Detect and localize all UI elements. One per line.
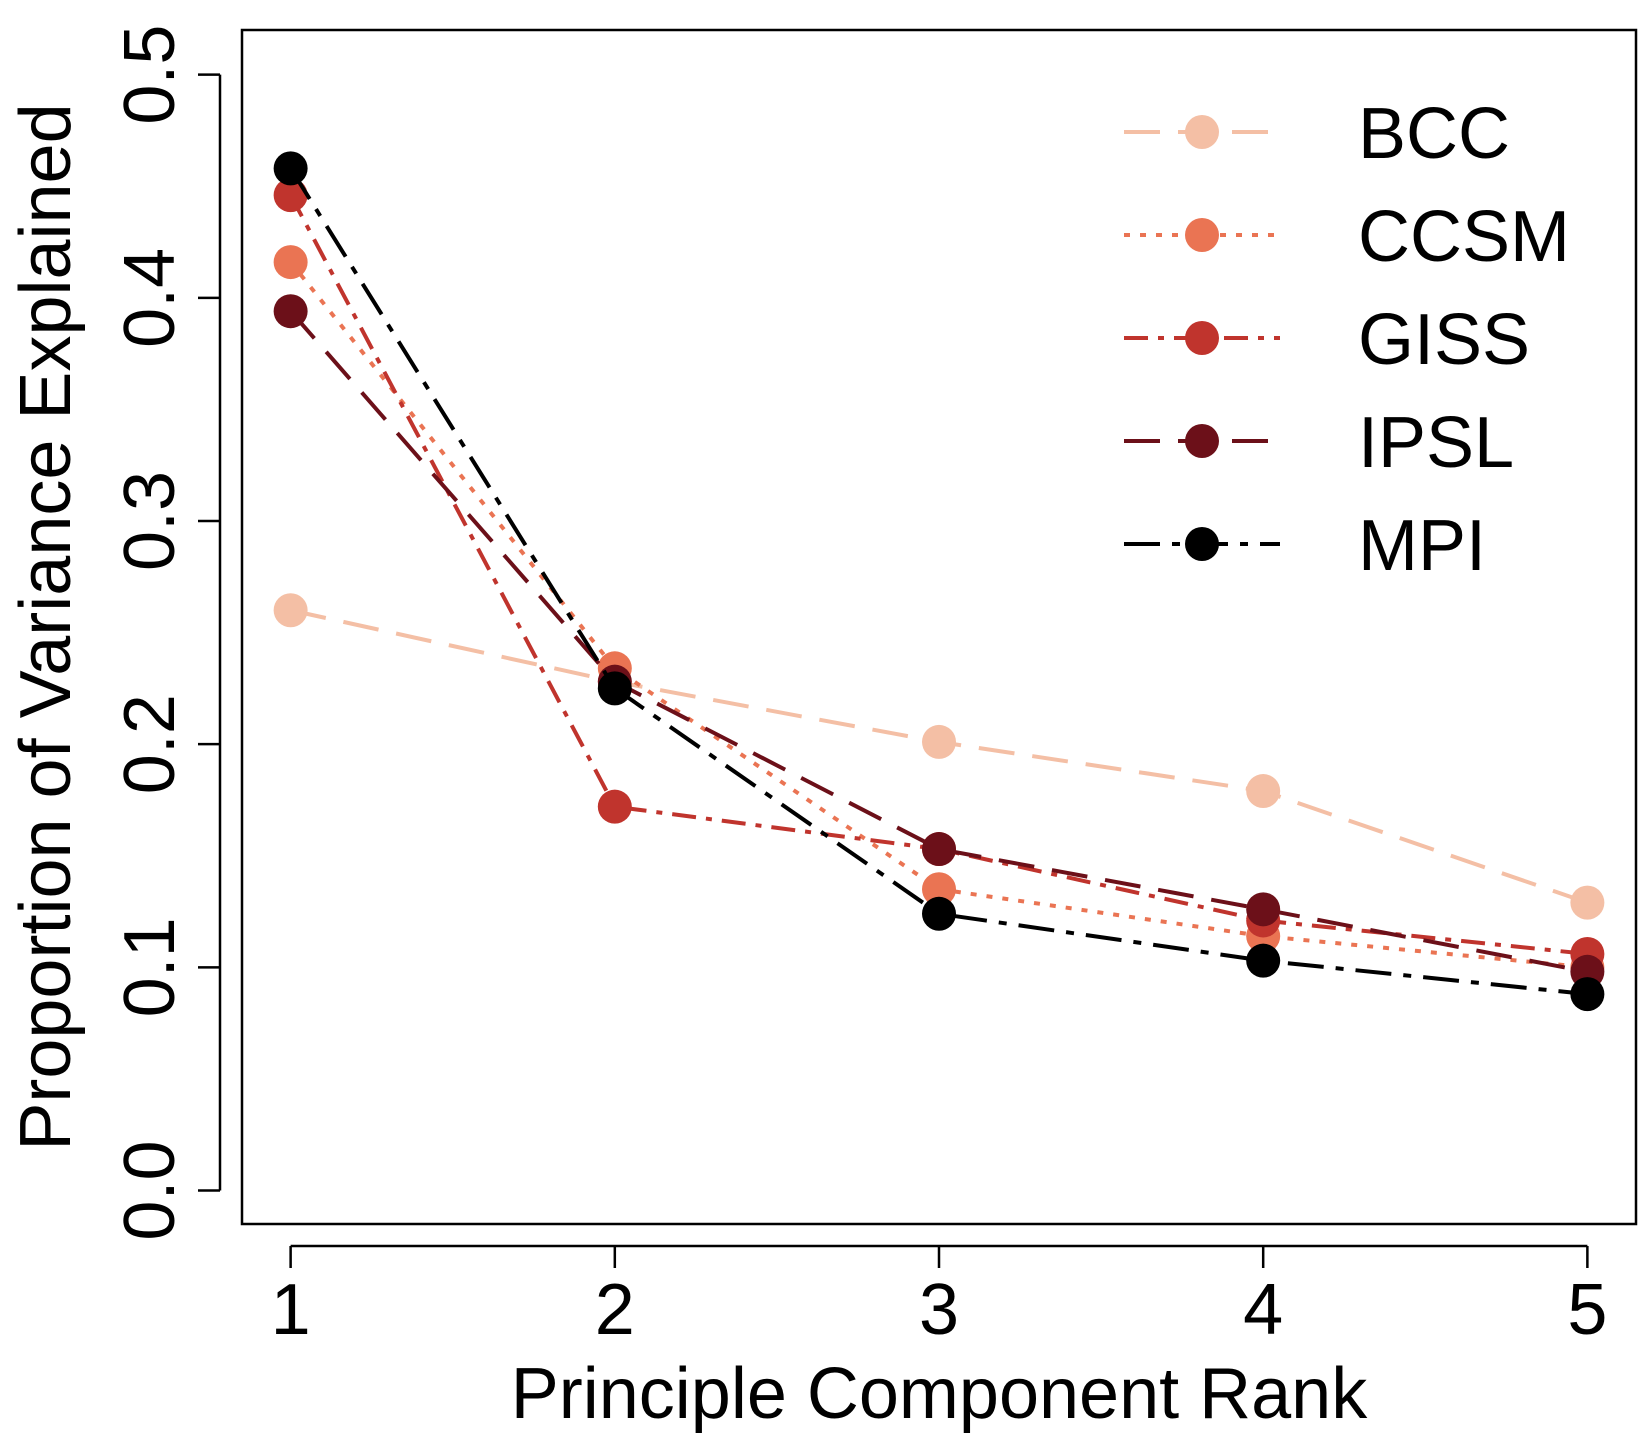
legend-item-mpi: MPI [1124, 506, 1486, 586]
y-axis-title: Proportion of Variance Explained [6, 103, 86, 1150]
x-tick-label: 1 [271, 1270, 311, 1350]
y-tick-label: 0.3 [110, 471, 190, 571]
data-point [597, 671, 632, 706]
y-tick-label: 0.4 [110, 248, 190, 348]
x-tick-label: 2 [595, 1270, 635, 1350]
data-point [597, 789, 632, 824]
series-layer [273, 151, 1605, 1012]
series-mpi [273, 151, 1605, 1012]
y-tick-label: 0.2 [110, 694, 190, 794]
legend-marker [1185, 527, 1219, 561]
legend-item-ipsl: IPSL [1124, 403, 1514, 483]
x-axis: 1 2 3 4 5 [271, 1244, 1607, 1350]
x-tick-label: 5 [1567, 1270, 1607, 1350]
data-point [1570, 885, 1605, 920]
y-tick-label: 0.5 [110, 25, 190, 125]
legend-label: BCC [1358, 94, 1510, 174]
plot-frame [240, 28, 1638, 1226]
data-point [1246, 892, 1281, 927]
data-point [273, 151, 308, 186]
data-point [922, 872, 956, 907]
legend-item-giss: GISS [1124, 300, 1530, 380]
legend-marker [1185, 218, 1219, 252]
legend-item-bcc: BCC [1124, 94, 1510, 174]
x-tick-label: 4 [1243, 1270, 1283, 1350]
legend-item-ccsm: CCSM [1124, 197, 1570, 277]
x-axis-title: Principle Component Rank [511, 1354, 1368, 1434]
data-point [922, 896, 956, 931]
x-tick-label: 3 [919, 1270, 959, 1350]
legend-label: MPI [1358, 506, 1486, 586]
data-point [1246, 943, 1281, 978]
series-line [289, 309, 1588, 974]
legend: BCC CCSM GISS IPSL MPI [1124, 94, 1570, 586]
data-point [922, 832, 956, 867]
legend-marker [1185, 424, 1219, 458]
legend-label: CCSM [1358, 197, 1570, 277]
legend-marker [1185, 321, 1219, 355]
data-point [1570, 977, 1605, 1012]
y-tick-label: 0.0 [110, 1140, 190, 1240]
y-tick-label: 0.1 [110, 917, 190, 1017]
data-point [922, 724, 956, 759]
data-point [273, 593, 308, 628]
legend-label: GISS [1358, 300, 1530, 380]
data-point [273, 294, 308, 329]
data-point [273, 245, 308, 280]
series-bcc [273, 593, 1605, 920]
legend-label: IPSL [1358, 403, 1514, 483]
legend-marker [1185, 115, 1219, 149]
data-point [1246, 774, 1281, 809]
data-point [273, 178, 308, 213]
y-axis: 0.0 0.1 0.2 0.3 0.4 0.5 [110, 25, 222, 1241]
